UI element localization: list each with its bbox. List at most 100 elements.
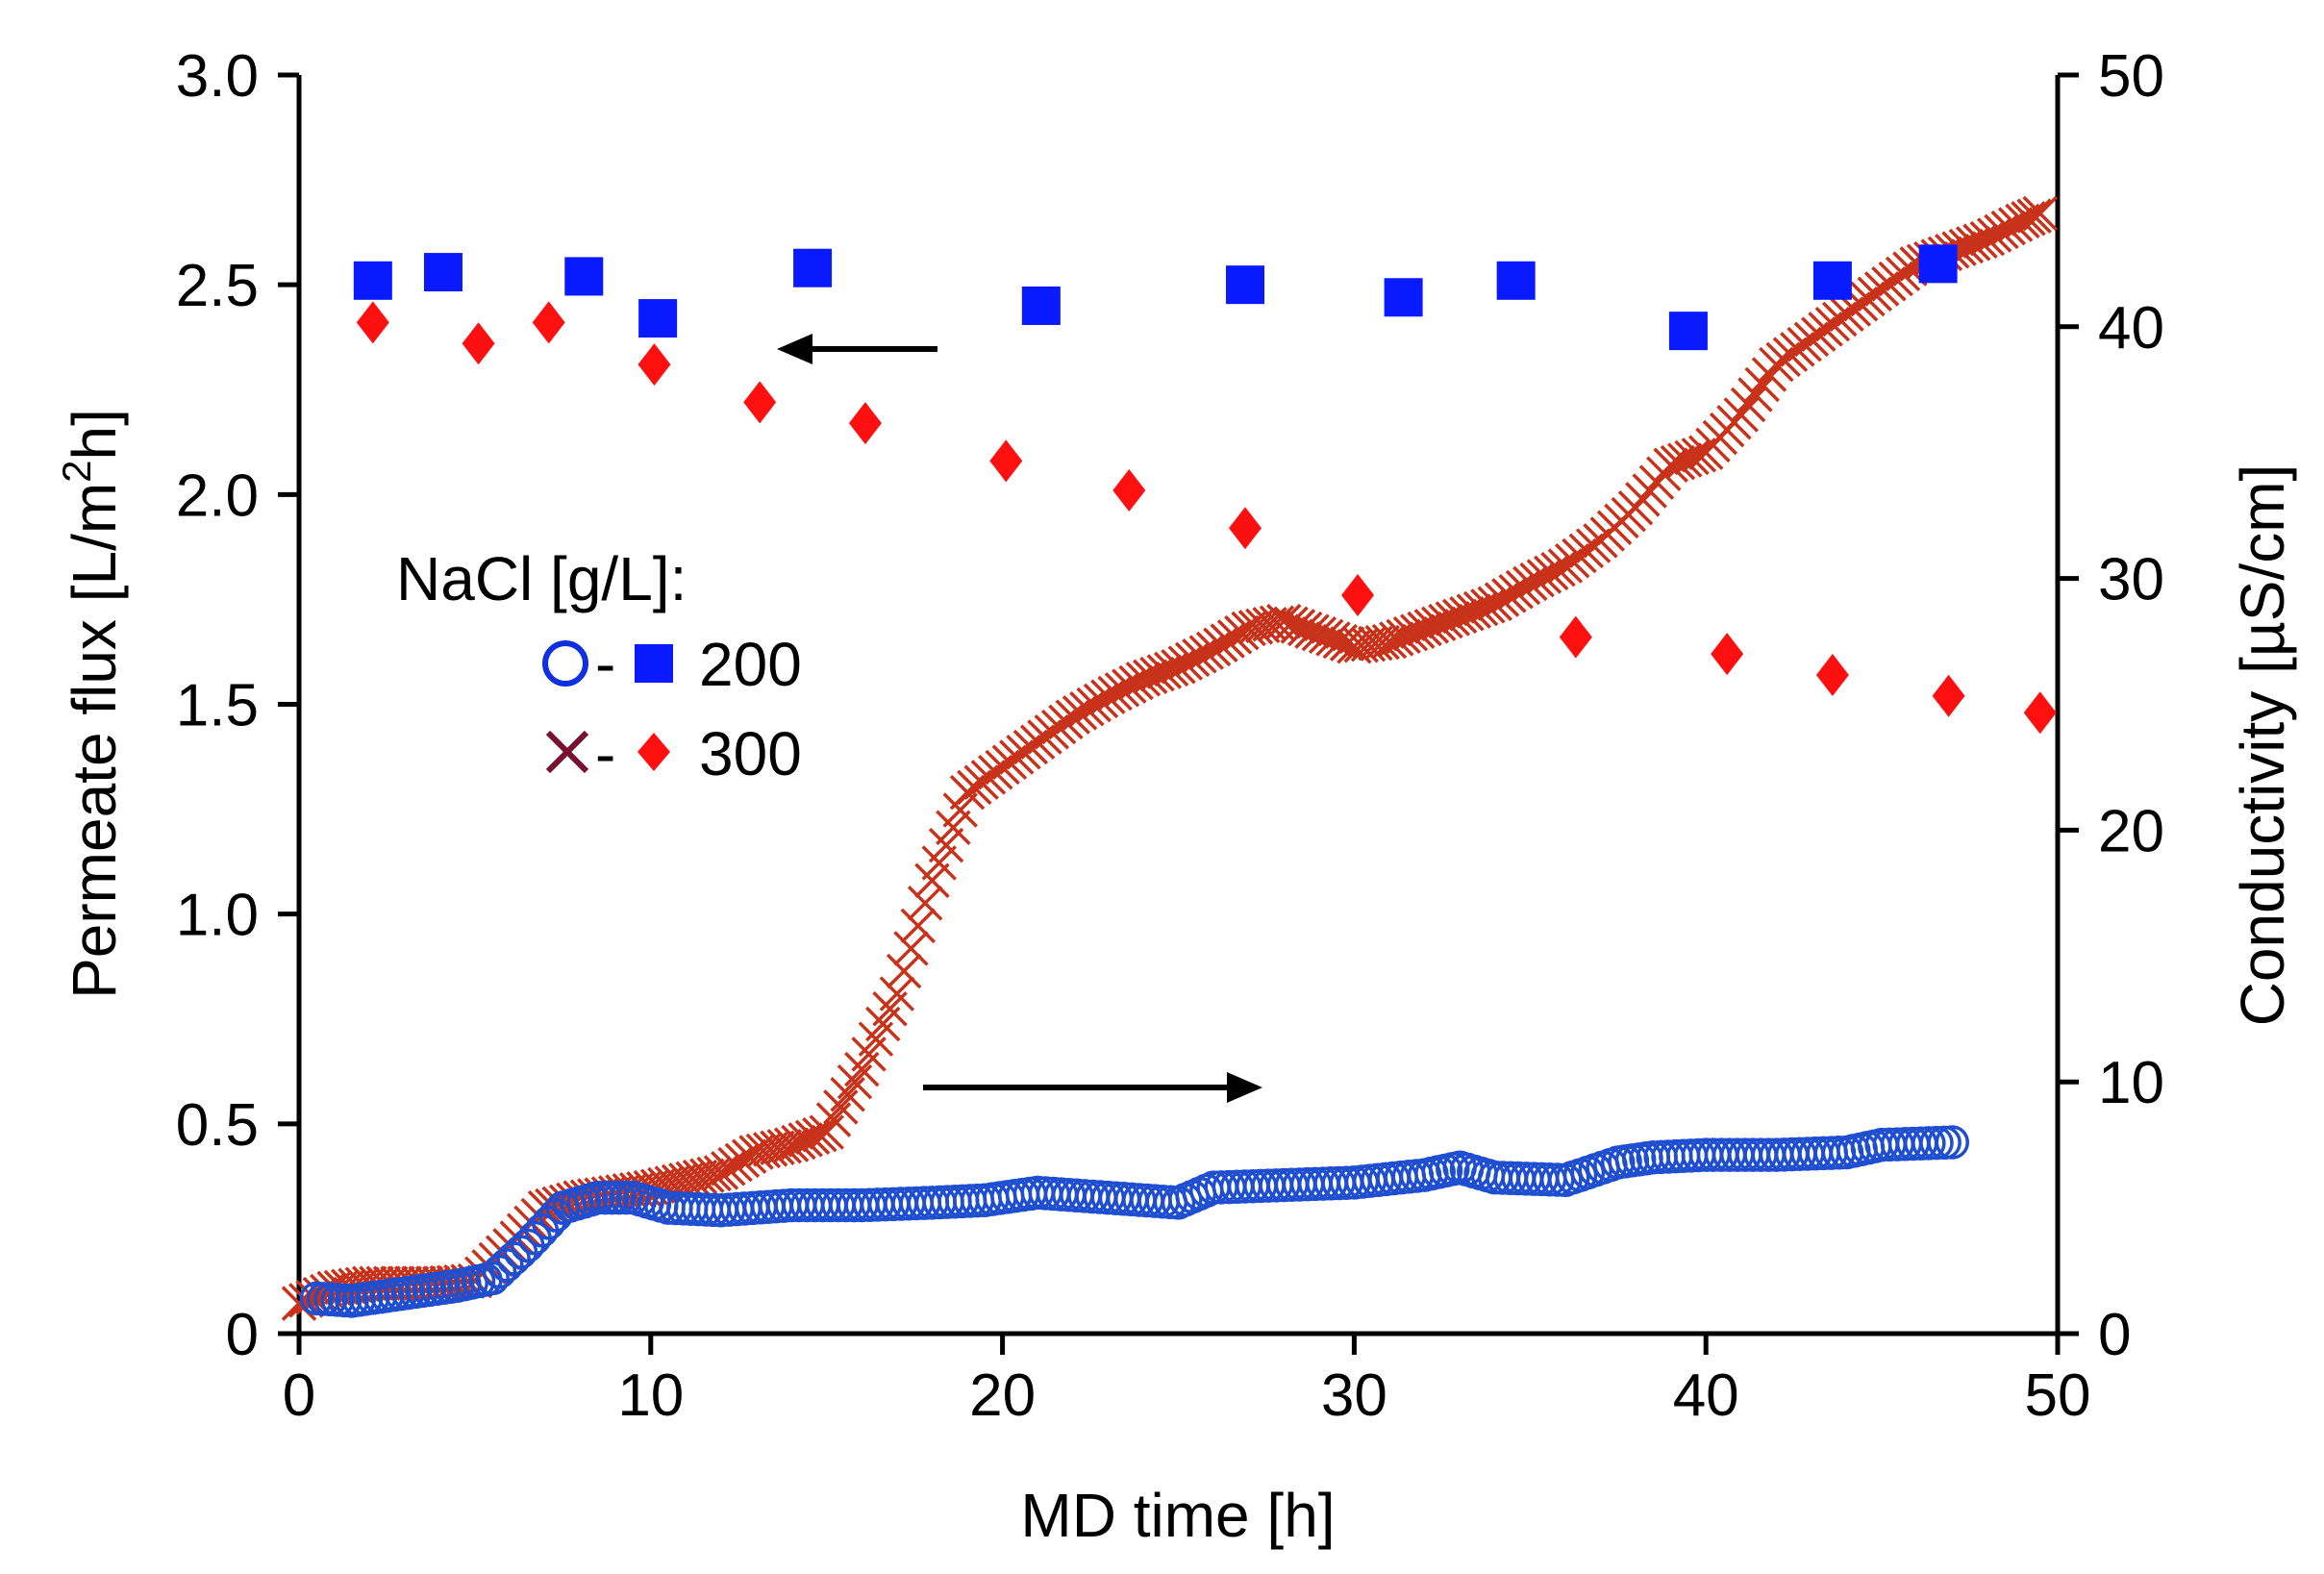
conductivity-300-point: [936, 810, 971, 846]
conductivity-300-point: [1139, 656, 1175, 692]
conductivity-200-point: [1935, 1125, 1970, 1160]
conductivity-300-point: [1428, 603, 1463, 639]
conductivity-300-point: [668, 1162, 704, 1198]
flux-200-point: [423, 253, 462, 292]
conductivity-300-point: [2011, 200, 2046, 237]
conductivity-300-point: [1294, 613, 1330, 649]
flux-300-point: [1815, 653, 1849, 696]
conductivity-300-point: [1364, 624, 1400, 661]
conductivity-300-point: [1413, 609, 1450, 644]
flux-200-point: [1021, 286, 1061, 325]
conductivity-300-point: [1371, 623, 1408, 660]
conductivity-300-point: [893, 931, 929, 966]
conductivity-300-point: [689, 1158, 725, 1193]
conductivity-300-point: [1674, 439, 1710, 476]
legend-diamond-icon: [637, 733, 670, 771]
flux-300-point: [989, 439, 1023, 483]
conductivity-300-point: [1737, 377, 1773, 412]
conductivity-300-point: [942, 792, 978, 828]
flux-200-point: [1384, 278, 1423, 317]
conductivity-300-point: [1392, 615, 1429, 652]
flux-300-point: [532, 301, 565, 344]
x-tick-label: 20: [969, 1362, 1036, 1429]
flux-300-point: [1711, 633, 1744, 676]
conductivity-300-point: [1441, 598, 1478, 635]
conductivity-300-point: [1231, 611, 1266, 647]
conductivity-300-point: [1744, 366, 1780, 403]
x-tick-label: 40: [1673, 1362, 1739, 1429]
conductivity-300-point: [1146, 654, 1183, 689]
flux-300-point: [1559, 615, 1592, 659]
conductivity-300-point: [1245, 608, 1281, 644]
conductivity-300-point: [1322, 623, 1359, 660]
conductivity-300-point: [1997, 207, 2034, 242]
conductivity-300-point: [1667, 442, 1703, 478]
conductivity-300-point: [1955, 226, 1991, 262]
conductivity-300-point: [1273, 606, 1309, 641]
conductivity-300-point: [760, 1130, 795, 1166]
conductivity-300-point: [1132, 659, 1168, 694]
legend-label-300: 300: [699, 719, 802, 788]
flux-300-point: [462, 322, 495, 365]
conductivity-300-point: [914, 862, 950, 898]
conductivity-300-point: [766, 1128, 803, 1164]
conductivity-300-series: [281, 195, 2058, 1321]
conductivity-300-point: [2016, 198, 2052, 234]
x-tick-label: 50: [2025, 1362, 2091, 1429]
conductivity-200-series: [299, 1125, 1970, 1318]
flux-300-point: [1229, 507, 1262, 550]
y-left-tick-label: 3.0: [176, 43, 259, 110]
x-tick-label: 10: [617, 1362, 684, 1429]
flux-300-point: [2023, 691, 2057, 735]
flux-200-point: [1668, 312, 1708, 351]
conductivity-300-point: [1266, 603, 1302, 639]
conductivity-300-point: [1386, 618, 1421, 655]
y-right-tick-label: 50: [2098, 43, 2164, 110]
y-right-tick-label: 10: [2098, 1050, 2164, 1116]
x-axis-title: MD time [h]: [1020, 1481, 1335, 1550]
conductivity-300-point: [1308, 618, 1344, 655]
conductivity-300-point: [1287, 611, 1323, 647]
y-left-tick-label: 2.0: [176, 462, 259, 529]
conductivity-300-point: [1358, 625, 1393, 662]
y-right-tick-label: 30: [2098, 547, 2164, 613]
conductivity-300-point: [1315, 621, 1351, 657]
conductivity-300-point: [1280, 609, 1316, 644]
flux-200-point: [1918, 244, 1958, 284]
flux-300-point: [743, 381, 777, 424]
flux-200-point: [1226, 265, 1265, 305]
conductivity-300-point: [900, 908, 937, 944]
conductivity-300-point: [752, 1132, 788, 1167]
conductivity-300-point: [1259, 605, 1295, 640]
conductivity-300-point: [2022, 195, 2058, 232]
conductivity-300-point: [907, 886, 943, 921]
y-left-tick-label: 0.5: [176, 1092, 259, 1159]
legend-dash: -: [595, 719, 615, 788]
x-tick-label: 30: [1321, 1362, 1387, 1429]
flux-200-point: [564, 257, 604, 296]
conductivity-300-point: [2005, 203, 2040, 239]
conductivity-300-point: [1653, 447, 1688, 484]
y-left-tick-label: 2.5: [176, 253, 259, 319]
flux-200-point: [638, 299, 678, 338]
conductivity-300-point: [1462, 590, 1499, 627]
legend-label-200: 200: [699, 630, 802, 699]
conductivity-300-point: [1435, 601, 1471, 637]
flux-300-point: [637, 343, 671, 387]
conductivity-300-point: [1456, 593, 1492, 629]
conductivity-300-point: [1723, 397, 1760, 433]
conductivity-300-point: [1449, 596, 1485, 632]
arrow-to-left-axis: [777, 334, 937, 364]
conductivity-300-point: [682, 1159, 718, 1195]
x-tick-label: 0: [283, 1362, 315, 1429]
conductivity-300-point: [1660, 444, 1696, 481]
flux-200-point: [1812, 261, 1852, 300]
flux-200-point: [793, 248, 833, 287]
conductivity-300-point: [1730, 387, 1766, 423]
tick-labels: 0 10 20 30 40 5000.51.01.52.02.53.00102030405…: [176, 43, 2164, 1429]
legend-entry-300: - 300: [545, 719, 802, 788]
y-right-tick-label: 40: [2098, 295, 2164, 362]
flux-300-series: [356, 301, 2057, 735]
conductivity-300-point: [886, 953, 922, 989]
